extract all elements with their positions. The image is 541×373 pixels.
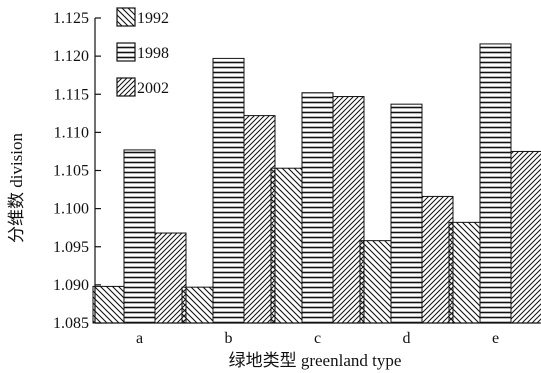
y-tick-label: 1.105 [53,163,89,180]
bar-1998-a [123,149,156,324]
bar-1992-b [181,286,214,324]
bar-2002-a [154,232,187,324]
y-tick-label: 1.090 [53,277,89,294]
bars [92,43,541,324]
x-tick-label: e [492,330,499,347]
bar-1992-a [92,285,125,324]
y-axis: 1.085 1.090 1.095 1.100 1.105 1.110 1.115 1.120… [53,10,101,332]
bar-1992-e [448,221,481,324]
y-tick-label: 1.095 [53,239,89,256]
x-axis-label: 绿地类型 greenland type [229,351,402,370]
y-tick-label: 1.125 [53,10,89,27]
bar-1998-d [390,103,423,324]
legend-swatch-1998 [116,42,136,62]
y-tick-label: 1.115 [54,86,89,103]
bar-2002-c [332,96,365,324]
bar-1998-b [212,57,245,324]
y-tick-label: 1.110 [54,124,89,141]
bar-1998-e [479,43,512,324]
x-tick-label: b [225,330,233,347]
y-tick-label: 1.100 [53,201,89,218]
legend-label-1998: 1998 [137,45,169,62]
y-axis-label: 分维数 division [7,132,26,243]
legend-label-2002: 2002 [137,80,169,97]
legend: 1992 1998 2002 [116,7,169,97]
y-tick-label: 1.120 [53,48,89,65]
bar-2002-b [243,115,276,324]
bar-2002-e [510,150,541,324]
bar-1998-c [301,92,334,324]
x-tick-label: d [403,330,411,347]
x-tick-label: a [136,330,143,347]
bar-2002-d [421,195,454,324]
y-tick-label: 1.085 [53,315,89,332]
bar-1992-c [270,167,303,324]
legend-swatch-1992 [116,7,136,27]
bar-1992-d [359,240,392,324]
legend-swatch-2002 [116,77,136,97]
x-tick-label: c [314,330,321,347]
legend-label-1992: 1992 [137,10,169,27]
